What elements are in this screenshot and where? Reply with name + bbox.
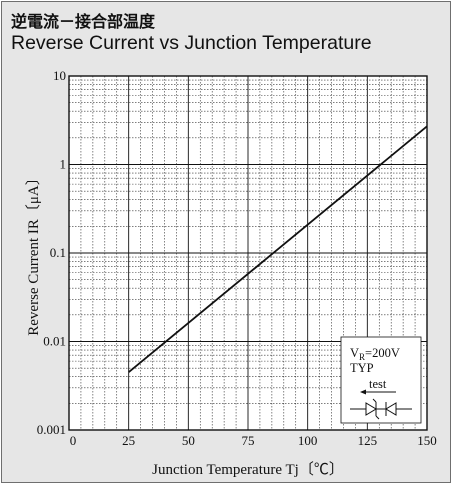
legend-box: VR=200V TYP test — [340, 336, 422, 424]
series-group — [128, 125, 428, 373]
y-tick-label: 0.001 — [37, 422, 66, 437]
chart-title-english: Reverse Current vs Junction Temperature — [11, 32, 372, 54]
x-tick-label: 100 — [298, 433, 318, 448]
x-tick-label: 0 — [70, 433, 77, 448]
x-tick-label: 50 — [182, 433, 195, 448]
y-tick-labels: 0.001 0.01 0.1 1 10 — [37, 68, 66, 437]
plot-border — [68, 75, 428, 431]
test-direction-arrow-icon — [360, 389, 396, 395]
grid-lines — [69, 76, 427, 430]
y-tick-label: 0.01 — [43, 334, 66, 349]
y-tick-label: 1 — [60, 157, 67, 172]
legend-vr-text: VR=200V — [350, 346, 400, 362]
legend-vr-main: V — [350, 346, 359, 360]
x-tick-label: 25 — [122, 433, 135, 448]
legend-vr-subscript: R — [359, 352, 365, 362]
series-line — [128, 125, 428, 373]
y-axis-label: Reverse Current IR〔μA〕 — [25, 170, 42, 336]
x-tick-label: 150 — [417, 433, 437, 448]
legend-test: test — [369, 377, 387, 391]
y-tick-label: 0.1 — [50, 245, 66, 260]
legend-typ: TYP — [350, 361, 374, 375]
legend-vr-value: =200V — [365, 346, 400, 360]
y-tick-label: 10 — [53, 68, 66, 83]
x-tick-label: 75 — [242, 433, 255, 448]
back-to-back-diodes-icon — [350, 398, 412, 420]
x-axis-label: Junction Temperature Tj〔℃〕 — [152, 461, 344, 478]
x-tick-label: 125 — [358, 433, 378, 448]
x-tick-labels: 0 25 50 75 100 125 150 — [70, 433, 437, 448]
chart-title-japanese: 逆電流－接合部温度 — [11, 12, 156, 31]
